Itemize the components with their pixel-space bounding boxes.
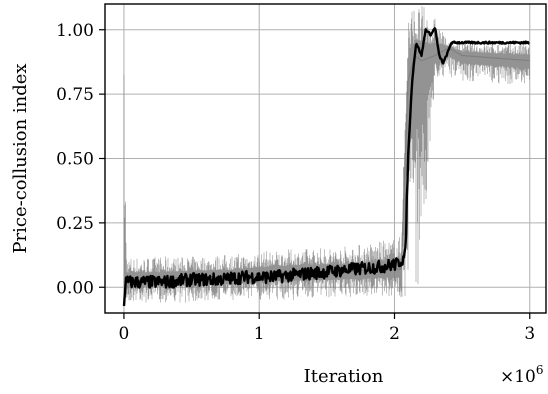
y-axis-label: Price-collusion index [10,63,31,253]
raw-series-line [123,47,530,283]
x-axis-multiplier-base: ×10 [500,367,536,387]
y-tick-label: 0.50 [56,150,94,170]
x-tick-label: 3 [524,324,535,344]
raw-series-spikes [123,6,530,303]
y-tick-label: 0.75 [56,85,94,105]
x-axis-multiplier-exponent: 6 [536,363,544,377]
x-axis-label: Iteration [304,366,384,387]
y-tick-label: 1.00 [56,21,94,41]
series-lines [122,27,530,307]
x-tick-label: 1 [254,324,265,344]
x-axis-multiplier: ×106 [500,363,544,387]
x-tick-label: 0 [119,324,130,344]
y-tick-label: 0.25 [56,214,94,234]
raw-series-noise [123,6,530,303]
y-tick-label: 0.00 [56,278,94,298]
smoothed-series-line [122,27,530,307]
ticks: 0 1 2 3 0.00 0.25 0.50 0.75 1.00 [56,21,535,344]
x-tick-label: 2 [389,324,400,344]
